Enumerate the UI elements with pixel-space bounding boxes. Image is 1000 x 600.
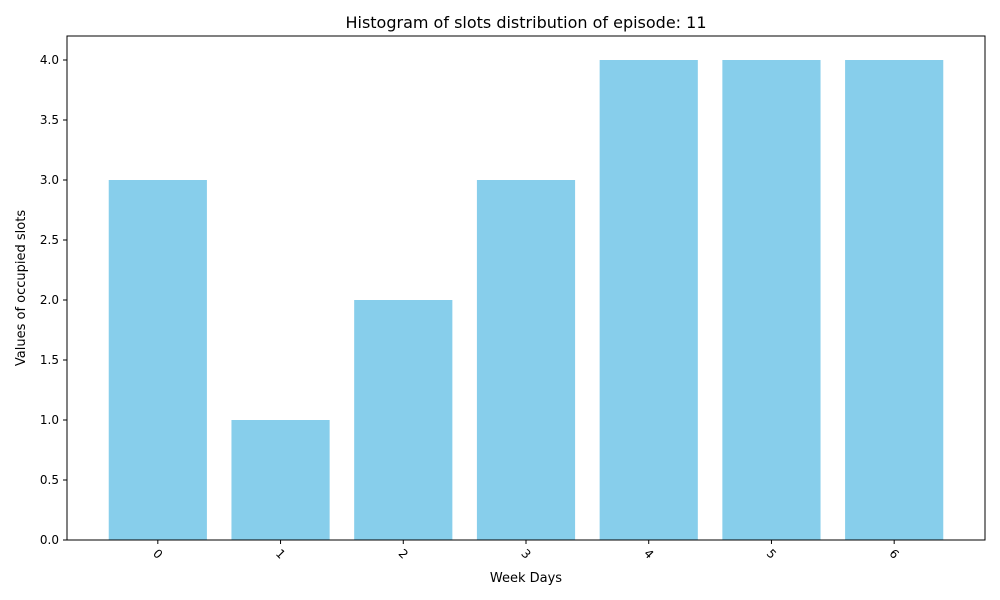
y-tick-label: 0.5 <box>40 473 59 487</box>
y-tick-label: 2.0 <box>40 293 59 307</box>
y-tick-label: 3.0 <box>40 173 59 187</box>
bar-0 <box>108 180 207 540</box>
x-tick-label: 1 <box>273 546 288 561</box>
bar-5 <box>722 60 821 540</box>
y-tick-label: 1.0 <box>40 413 59 427</box>
y-tick-label: 0.0 <box>40 533 59 547</box>
y-tick-label: 3.5 <box>40 113 59 127</box>
x-tick-label: 0 <box>150 546 165 561</box>
x-tick-label: 6 <box>887 546 902 561</box>
x-tick-label: 4 <box>641 546 656 561</box>
bar-4 <box>599 60 698 540</box>
y-axis-title: Values of occupied slots <box>14 210 29 366</box>
chart-title: Histogram of slots distribution of episo… <box>345 13 706 32</box>
x-tick-label: 5 <box>764 546 779 561</box>
bars-layer <box>108 60 944 540</box>
y-tick-label: 2.5 <box>40 233 59 247</box>
bar-3 <box>476 180 576 540</box>
x-tick-label: 2 <box>396 546 411 561</box>
bar-2 <box>354 300 453 540</box>
x-tick-label: 3 <box>518 546 533 561</box>
x-ticks-layer: 0 1 2 3 4 5 6 <box>150 540 902 562</box>
y-tick-label: 1.5 <box>40 353 59 367</box>
bar-6 <box>845 60 944 540</box>
y-ticks-layer: 0.0 0.5 1.0 1.5 2.0 2.5 3.0 3.5 4.0 <box>40 53 67 547</box>
x-axis-title: Week Days <box>490 571 562 586</box>
y-tick-label: 4.0 <box>40 53 59 67</box>
bar-1 <box>231 420 330 540</box>
